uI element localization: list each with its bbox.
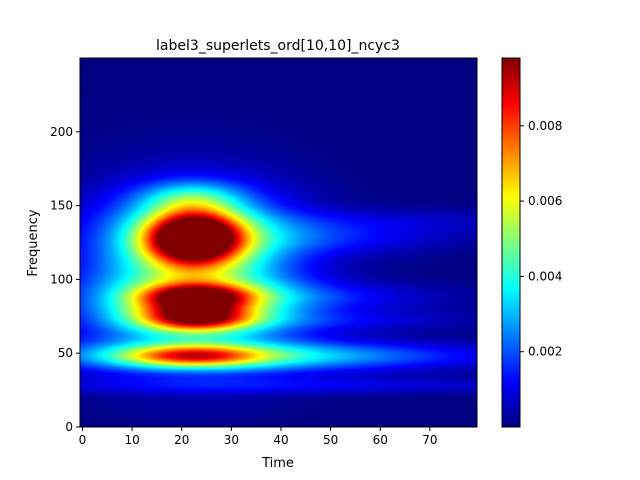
x-axis: 0 10 20 30 40 50 60 70 bbox=[79, 427, 437, 447]
heatmap-image bbox=[80, 58, 477, 427]
y-axis-label: Frequency bbox=[26, 209, 41, 276]
y-axis: 0 50 100 150 200 bbox=[50, 125, 80, 434]
colorbar-axis: 0.002 0.004 0.006 0.008 bbox=[520, 119, 562, 359]
colorbar-tick-label: 0.002 bbox=[528, 345, 562, 359]
x-tick-label: 70 bbox=[422, 433, 437, 447]
x-tick-label: 40 bbox=[273, 433, 288, 447]
colorbar-tick-label: 0.004 bbox=[528, 269, 562, 283]
x-axis-label: Time bbox=[261, 456, 294, 471]
y-tick-label: 50 bbox=[58, 346, 73, 360]
y-tick-label: 0 bbox=[65, 420, 73, 434]
colorbar bbox=[501, 57, 521, 428]
x-tick-label: 10 bbox=[124, 433, 139, 447]
x-tick-label: 30 bbox=[224, 433, 239, 447]
x-tick-label: 20 bbox=[174, 433, 189, 447]
y-tick-label: 100 bbox=[50, 272, 73, 286]
colorbar-tick-label: 0.008 bbox=[528, 119, 562, 133]
x-tick-label: 0 bbox=[79, 433, 87, 447]
y-tick-label: 150 bbox=[50, 199, 73, 213]
y-tick-label: 200 bbox=[50, 125, 73, 139]
plot-frame bbox=[79, 57, 478, 428]
x-tick-label: 50 bbox=[323, 433, 338, 447]
x-tick-label: 60 bbox=[373, 433, 388, 447]
colorbar-tick-label: 0.006 bbox=[528, 194, 562, 208]
chart-title: label3_superlets_ord[10,10]_ncyc3 bbox=[156, 38, 400, 54]
